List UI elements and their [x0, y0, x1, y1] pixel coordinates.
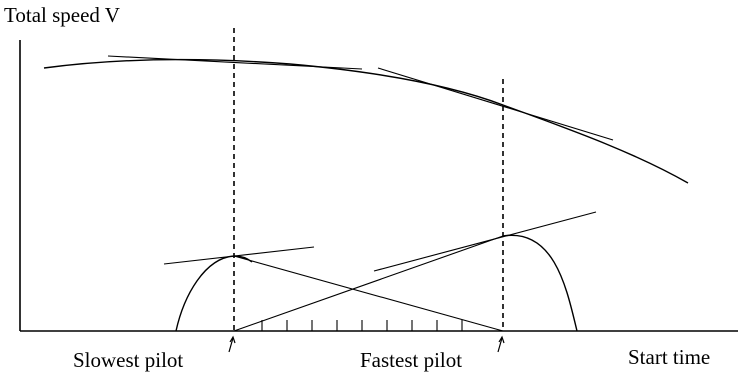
slowest-pilot-arrow-icon: [228, 335, 236, 353]
start-time-ticks: [261, 320, 463, 331]
lower-tangent-fastest: [373, 211, 597, 272]
x-axis-label: Start time: [628, 345, 710, 369]
fastest-pilot-curve: [502, 234, 578, 332]
fastest-pilot-label: Fastest pilot: [360, 348, 462, 372]
upper-tangent-fastest: [377, 67, 614, 141]
lower-tangent-slowest: [163, 246, 315, 265]
line-slowest-peak-to-fastest-base: [233, 255, 504, 332]
slowest-pilot-curve: [175, 255, 253, 332]
line-slowest-base-to-fastest-peak: [233, 235, 504, 332]
total-speed-curve: [43, 58, 689, 184]
y-axis-label: Total speed V: [4, 3, 120, 27]
upper-tangent-slowest: [107, 55, 363, 70]
fastest-pilot-arrow-icon: [497, 335, 505, 353]
slowest-pilot-label: Slowest pilot: [73, 348, 183, 372]
